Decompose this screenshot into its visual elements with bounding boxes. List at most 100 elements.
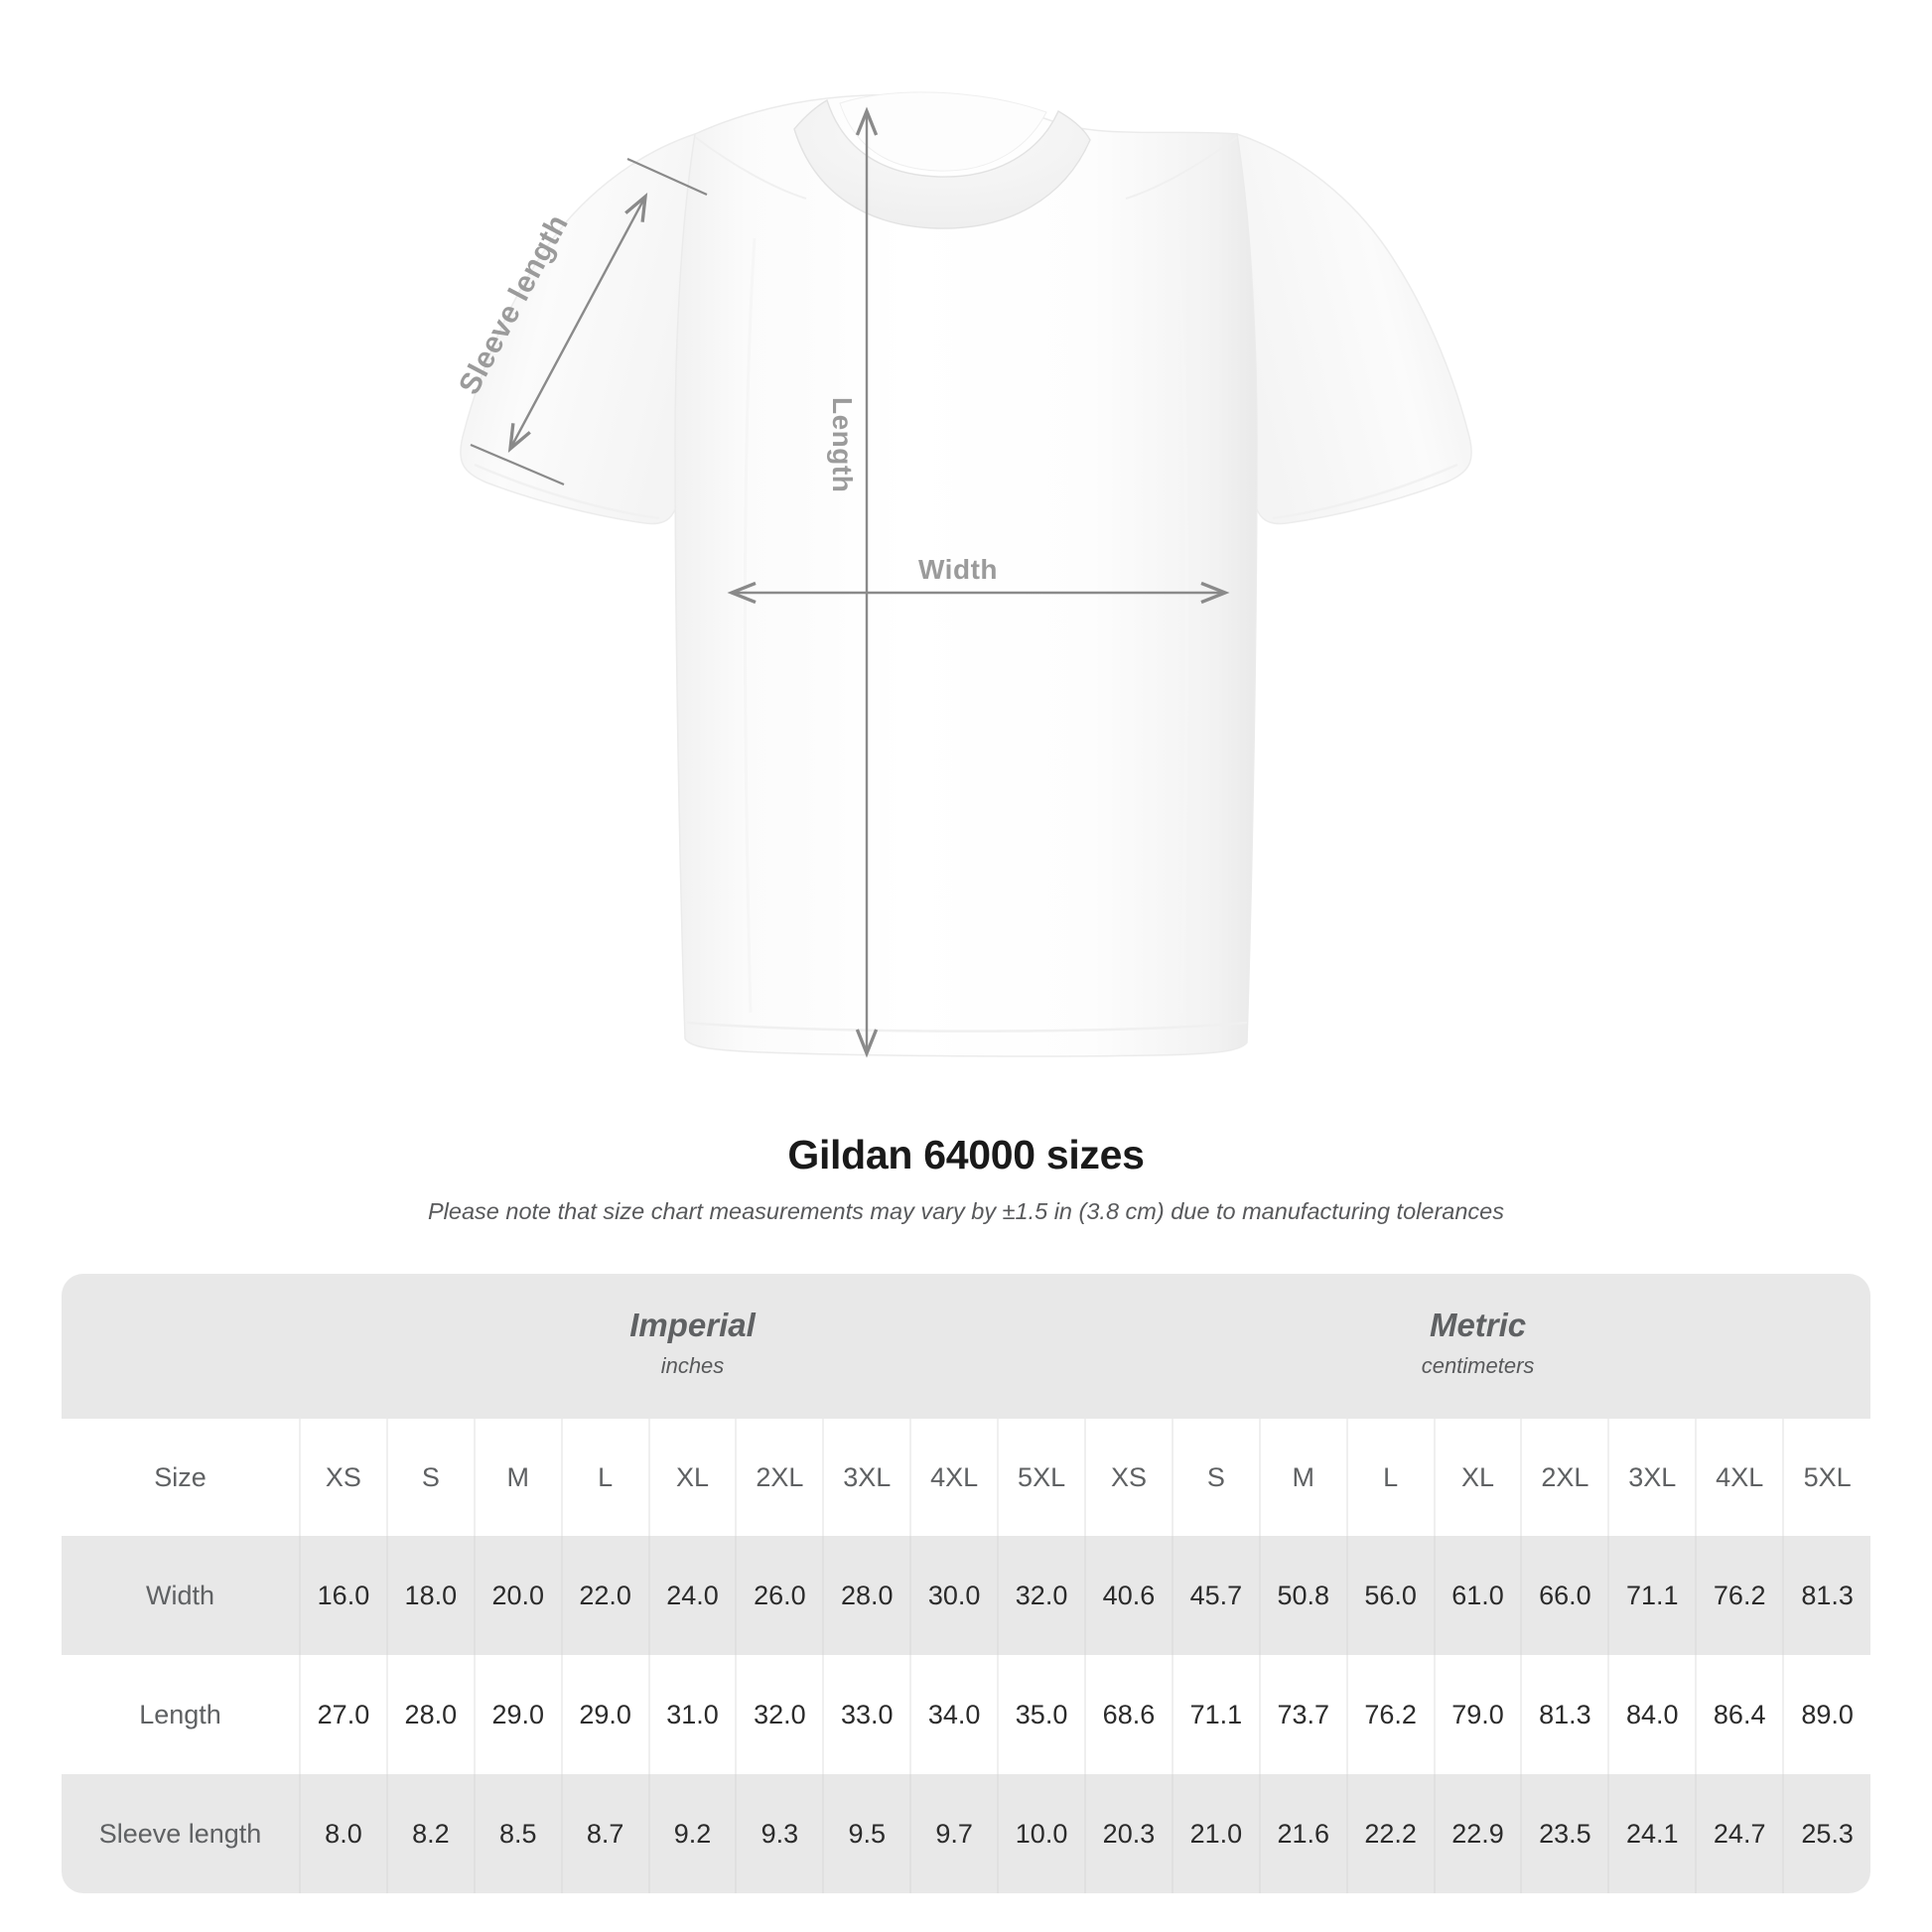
table-cell: 8.7 bbox=[560, 1774, 649, 1893]
table-cell: 25.3 bbox=[1782, 1774, 1871, 1893]
table-cell: 8.0 bbox=[299, 1774, 387, 1893]
table-body: Width 16.0 18.0 20.0 22.0 24.0 26.0 28.0 30.0 32.… bbox=[62, 1536, 1871, 1893]
width-annotation: Width bbox=[918, 554, 998, 585]
size-column-header: 2XL bbox=[735, 1419, 824, 1536]
size-column-header: 3XL bbox=[1607, 1419, 1697, 1536]
unit-group-label: Imperial bbox=[629, 1306, 756, 1343]
table-cell: 9.3 bbox=[735, 1774, 824, 1893]
size-column-header: XS bbox=[1084, 1419, 1173, 1536]
unit-group-label: Metric bbox=[1429, 1306, 1527, 1343]
table-cell: 73.7 bbox=[1258, 1655, 1347, 1774]
table-row: Width 16.0 18.0 20.0 22.0 24.0 26.0 28.0 30.0 32.… bbox=[62, 1536, 1871, 1655]
unit-row-corner bbox=[62, 1274, 300, 1419]
table-cell: 21.0 bbox=[1171, 1774, 1260, 1893]
size-column-header: M bbox=[473, 1419, 562, 1536]
table-cell: 8.2 bbox=[385, 1774, 475, 1893]
table-head: Imperial inches Metric centimeters Size XS S M… bbox=[62, 1274, 1871, 1536]
table-cell: 23.5 bbox=[1520, 1774, 1609, 1893]
table-cell: 21.6 bbox=[1258, 1774, 1347, 1893]
table-cell: 31.0 bbox=[647, 1655, 737, 1774]
table-cell: 40.6 bbox=[1084, 1536, 1173, 1655]
unit-group-units: centimeters bbox=[1421, 1353, 1535, 1379]
table-cell: 10.0 bbox=[997, 1774, 1086, 1893]
table-cell: 28.0 bbox=[822, 1536, 911, 1655]
tshirt-illustration: Sleeve length Length Width bbox=[453, 91, 1472, 1058]
table-cell: 9.7 bbox=[909, 1774, 999, 1893]
table-cell: 71.1 bbox=[1171, 1655, 1260, 1774]
size-column-header: M bbox=[1258, 1419, 1347, 1536]
size-column-header: 3XL bbox=[822, 1419, 911, 1536]
table-cell: 66.0 bbox=[1520, 1536, 1609, 1655]
table-cell: 30.0 bbox=[909, 1536, 999, 1655]
unit-group-row: Imperial inches Metric centimeters bbox=[62, 1274, 1871, 1419]
size-chart-table: Imperial inches Metric centimeters Size XS S M… bbox=[62, 1274, 1871, 1893]
size-column-header: 4XL bbox=[1695, 1419, 1784, 1536]
table-cell: 24.7 bbox=[1695, 1774, 1784, 1893]
unit-group-imperial: Imperial inches bbox=[300, 1274, 1086, 1419]
table-cell: 18.0 bbox=[385, 1536, 475, 1655]
row-header-length: Length bbox=[62, 1655, 300, 1774]
table-cell: 9.5 bbox=[822, 1774, 911, 1893]
sleeve-arrow bbox=[507, 193, 648, 453]
size-column-header: L bbox=[1345, 1419, 1435, 1536]
table-cell: 16.0 bbox=[299, 1536, 387, 1655]
table-cell: 50.8 bbox=[1258, 1536, 1347, 1655]
table-cell: 34.0 bbox=[909, 1655, 999, 1774]
table-cell: 68.6 bbox=[1084, 1655, 1173, 1774]
size-column-header: S bbox=[1171, 1419, 1260, 1536]
unit-group-metric: Metric centimeters bbox=[1085, 1274, 1871, 1419]
table-cell: 20.0 bbox=[473, 1536, 562, 1655]
table-cell: 84.0 bbox=[1607, 1655, 1697, 1774]
table-cell: 89.0 bbox=[1782, 1655, 1871, 1774]
table-cell: 81.3 bbox=[1782, 1536, 1871, 1655]
length-annotation: Length bbox=[827, 397, 858, 493]
table-cell: 86.4 bbox=[1695, 1655, 1784, 1774]
table-cell: 20.3 bbox=[1084, 1774, 1173, 1893]
table-row: Sleeve length 8.0 8.2 8.5 8.7 9.2 9.3 9.5 9.7 10.… bbox=[62, 1774, 1871, 1893]
size-column-header: XS bbox=[299, 1419, 387, 1536]
row-header-sleeve-length: Sleeve length bbox=[62, 1774, 300, 1893]
table-cell: 22.9 bbox=[1433, 1774, 1522, 1893]
size-column-header: XL bbox=[647, 1419, 737, 1536]
table-cell: 32.0 bbox=[997, 1536, 1086, 1655]
table-cell: 35.0 bbox=[997, 1655, 1086, 1774]
table-cell: 33.0 bbox=[822, 1655, 911, 1774]
tshirt-graphic bbox=[460, 91, 1472, 1058]
table-cell: 71.1 bbox=[1607, 1536, 1697, 1655]
table-cell: 28.0 bbox=[385, 1655, 475, 1774]
size-column-header: 5XL bbox=[1782, 1419, 1871, 1536]
table-cell: 27.0 bbox=[299, 1655, 387, 1774]
size-column-header: L bbox=[560, 1419, 649, 1536]
table-cell: 29.0 bbox=[560, 1655, 649, 1774]
size-column-header: S bbox=[385, 1419, 475, 1536]
table-cell: 26.0 bbox=[735, 1536, 824, 1655]
table-cell: 81.3 bbox=[1520, 1655, 1609, 1774]
table-cell: 45.7 bbox=[1171, 1536, 1260, 1655]
table-cell: 29.0 bbox=[473, 1655, 562, 1774]
unit-group-units: inches bbox=[660, 1353, 725, 1379]
table-cell: 22.0 bbox=[560, 1536, 649, 1655]
size-column-header: 4XL bbox=[909, 1419, 999, 1536]
chart-header: Gildan 64000 sizes Please note that size… bbox=[0, 1132, 1932, 1225]
table-row: Length 27.0 28.0 29.0 29.0 31.0 32.0 33.0 34.0 35… bbox=[62, 1655, 1871, 1774]
table-cell: 76.2 bbox=[1345, 1655, 1435, 1774]
size-header-row: Size XS S M L XL 2XL 3XL 4XL 5XL XS S M L XL 2XL 3XL 4XL 5… bbox=[62, 1419, 1871, 1536]
table-cell: 22.2 bbox=[1345, 1774, 1435, 1893]
table-cell: 24.1 bbox=[1607, 1774, 1697, 1893]
size-chart-table-container: Imperial inches Metric centimeters Size XS S M… bbox=[62, 1274, 1871, 1893]
table-cell: 76.2 bbox=[1695, 1536, 1784, 1655]
size-column-header: XL bbox=[1433, 1419, 1522, 1536]
size-column-header: 5XL bbox=[997, 1419, 1086, 1536]
table-cell: 9.2 bbox=[647, 1774, 737, 1893]
sleeve-tick-bottom bbox=[470, 443, 565, 486]
table-cell: 79.0 bbox=[1433, 1655, 1522, 1774]
table-cell: 61.0 bbox=[1433, 1536, 1522, 1655]
size-column-header: 2XL bbox=[1520, 1419, 1609, 1536]
table-cell: 56.0 bbox=[1345, 1536, 1435, 1655]
page-title: Gildan 64000 sizes bbox=[787, 1132, 1145, 1177]
table-corner-size-label: Size bbox=[62, 1419, 300, 1536]
tolerance-note: Please note that size chart measurements… bbox=[428, 1198, 1504, 1224]
table-cell: 24.0 bbox=[647, 1536, 737, 1655]
table-cell: 32.0 bbox=[735, 1655, 824, 1774]
